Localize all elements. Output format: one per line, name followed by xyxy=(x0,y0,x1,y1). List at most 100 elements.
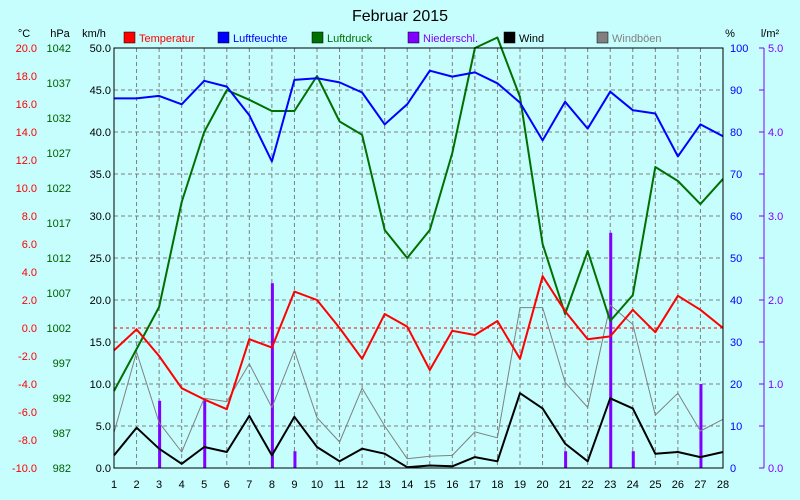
pressure-tick-label: 1017 xyxy=(47,218,71,230)
plot-frame xyxy=(113,47,765,469)
precipitation-bar xyxy=(631,451,635,468)
humidity-line xyxy=(114,69,724,163)
temperature-tick-label: 14.0 xyxy=(16,127,37,139)
precipitation-tick-label: 1.0 xyxy=(768,379,783,391)
legend-label-gusts: Windböen xyxy=(612,33,662,45)
pressure-tick-label: 1037 xyxy=(47,78,71,90)
x-tick-label: 14 xyxy=(401,479,413,491)
x-tick-label: 13 xyxy=(379,479,391,491)
x-tick-label: 9 xyxy=(291,479,297,491)
pressure-line xyxy=(113,36,724,392)
chart-title: Februar 2015 xyxy=(352,8,448,25)
pressure-tick-label: 1007 xyxy=(47,288,71,300)
x-tick-label: 19 xyxy=(514,479,526,491)
temperature-tick-label: 18.0 xyxy=(16,71,37,83)
precipitation-bar xyxy=(293,451,297,468)
x-tick-label: 17 xyxy=(469,479,481,491)
x-tick-label: 18 xyxy=(491,479,503,491)
precipitation-tick-label: 5.0 xyxy=(768,43,783,55)
temperature-tick-label: 10.0 xyxy=(16,183,37,195)
humidity-tick-label: 30 xyxy=(730,337,742,349)
gusts-line xyxy=(113,304,724,460)
legend-swatch-humidity xyxy=(217,31,230,44)
pressure-tick-label: 1012 xyxy=(47,253,71,265)
x-tick-label: 24 xyxy=(627,479,639,491)
plot-border xyxy=(113,47,724,469)
legend-swatch-temperature xyxy=(123,31,136,44)
axis-unit-labels: °C hPa km/h % l/m² xyxy=(18,28,780,40)
precipitation-bar xyxy=(270,283,274,468)
pressure-tick-label: 1032 xyxy=(47,113,71,125)
wind-tick-label: 50.0 xyxy=(90,43,111,55)
humidity-tick-label: 90 xyxy=(730,85,742,97)
wind-tick-label: 35.0 xyxy=(90,169,111,181)
x-tick-label: 26 xyxy=(672,479,684,491)
precipitation-bar xyxy=(699,384,703,468)
legend-label-temperature: Temperatur xyxy=(139,33,195,45)
temperature-tick-label: 4.0 xyxy=(22,267,37,279)
legend-label-wind: Wind xyxy=(519,33,544,45)
axis-tick-labels: -10.0 -8.0 -6.0 -4.0 -2.0 0.0 2.0 4.0 6.0 8.0 10.0… xyxy=(12,43,783,491)
humidity-tick-label: 10 xyxy=(730,421,742,433)
temperature-tick-label: 20.0 xyxy=(16,43,37,55)
x-tick-label: 10 xyxy=(311,479,323,491)
x-tick-label: 20 xyxy=(536,479,548,491)
legend-label-precipitation: Niederschl. xyxy=(423,33,478,45)
temperature-tick-label: -4.0 xyxy=(18,379,37,391)
temperature-tick-label: -8.0 xyxy=(18,435,37,447)
pressure-tick-label: 987 xyxy=(53,428,71,440)
humidity-tick-label: 50 xyxy=(730,253,742,265)
legend-label-pressure: Luftdruck xyxy=(327,33,373,45)
humidity-unit-label: % xyxy=(725,28,735,40)
x-tick-label: 7 xyxy=(246,479,252,491)
temperature-tick-label: -2.0 xyxy=(18,351,37,363)
x-tick-label: 22 xyxy=(582,479,594,491)
wind-line xyxy=(113,392,724,469)
temperature-tick-label: 8.0 xyxy=(22,211,37,223)
precipitation-tick-label: 0.0 xyxy=(768,463,783,475)
x-tick-label: 5 xyxy=(201,479,207,491)
temperature-tick-label: 2.0 xyxy=(22,295,37,307)
precipitation-tick-label: 3.0 xyxy=(768,211,783,223)
precipitation-tick-label: 4.0 xyxy=(768,127,783,139)
x-tick-label: 4 xyxy=(179,479,185,491)
wind-tick-label: 40.0 xyxy=(90,127,111,139)
humidity-tick-label: 60 xyxy=(730,211,742,223)
legend-swatch-pressure xyxy=(311,31,324,44)
precipitation-tick-label: 2.0 xyxy=(768,295,783,307)
humidity-tick-label: 80 xyxy=(730,127,742,139)
temperature-unit-label: °C xyxy=(18,28,30,40)
wind-tick-label: 45.0 xyxy=(90,85,111,97)
x-tick-label: 12 xyxy=(356,479,368,491)
pressure-tick-label: 1002 xyxy=(47,323,71,335)
temperature-tick-label: 6.0 xyxy=(22,239,37,251)
wind-tick-label: 30.0 xyxy=(90,211,111,223)
humidity-tick-label: 0 xyxy=(730,463,736,475)
pressure-tick-label: 992 xyxy=(53,393,71,405)
legend-label-humidity: Luftfeuchte xyxy=(233,33,287,45)
temperature-tick-label: -10.0 xyxy=(12,463,37,475)
temperature-tick-label: 16.0 xyxy=(16,99,37,111)
x-tick-label: 1 xyxy=(111,479,117,491)
x-tick-label: 16 xyxy=(446,479,458,491)
x-tick-label: 23 xyxy=(604,479,616,491)
legend-swatch-gusts xyxy=(596,31,609,44)
pressure-tick-label: 997 xyxy=(53,358,71,370)
x-tick-label: 3 xyxy=(156,479,162,491)
x-tick-label: 25 xyxy=(649,479,661,491)
wind-tick-label: 10.0 xyxy=(90,379,111,391)
x-tick-label: 8 xyxy=(269,479,275,491)
precipitation-bar xyxy=(158,400,162,468)
x-tick-label: 27 xyxy=(694,479,706,491)
wind-unit-label: km/h xyxy=(82,28,106,40)
precipitation-bar xyxy=(609,232,613,468)
x-tick-label: 6 xyxy=(224,479,230,491)
temperature-line xyxy=(113,275,724,411)
wind-tick-label: 15.0 xyxy=(90,337,111,349)
x-tick-label: 21 xyxy=(559,479,571,491)
x-tick-label: 2 xyxy=(133,479,139,491)
temperature-tick-label: -6.0 xyxy=(18,407,37,419)
pressure-unit-label: hPa xyxy=(50,28,70,40)
pressure-tick-label: 982 xyxy=(53,463,71,475)
